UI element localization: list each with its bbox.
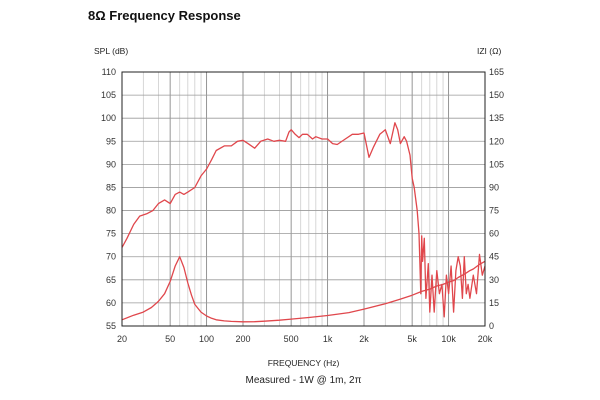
y2-tick-label: 60 (489, 229, 499, 239)
y-tick-label: 110 (102, 67, 116, 77)
y2-tick-label: 0 (489, 321, 494, 331)
x-axis: 20 50 100 200 500 1k 2k 5k 10k 20k (117, 334, 493, 344)
y2-tick-label: 75 (489, 206, 499, 216)
x-tick-label: 1k (323, 334, 333, 344)
y-tick-label: 100 (101, 113, 116, 123)
x-tick-label: 5k (407, 334, 417, 344)
y2-tick-label: 90 (489, 182, 499, 192)
y2-tick-label: 105 (489, 159, 504, 169)
x-tick-label: 100 (199, 334, 214, 344)
impedance-curve (121, 256, 486, 323)
x-tick-label: 20k (478, 334, 493, 344)
measurement-note: Measured - 1W @ 1m, 2π (246, 375, 362, 386)
y2-tick-label: 135 (489, 113, 504, 123)
y2-axis-label: IZI (Ω) (477, 46, 501, 56)
x-tick-label: 10k (441, 334, 456, 344)
traces (121, 122, 486, 323)
y-tick-label: 95 (106, 136, 116, 146)
y-tick-label: 65 (106, 275, 116, 285)
y-tick-label: 80 (106, 206, 116, 216)
y-tick-label: 75 (106, 229, 116, 239)
x-tick-label: 20 (117, 334, 127, 344)
y2-tick-label: 45 (489, 252, 499, 262)
left-axis: 110 105 100 95 90 85 80 75 70 65 60 55 (101, 67, 116, 331)
y2-tick-label: 165 (489, 67, 504, 77)
y2-tick-label: 30 (489, 275, 499, 285)
y-axis-label: SPL (dB) (94, 46, 128, 56)
y-tick-label: 85 (106, 182, 116, 192)
grid (121, 71, 486, 327)
y-tick-label: 55 (106, 321, 116, 331)
plot-frame (121, 71, 486, 327)
spl-curve (121, 122, 486, 318)
y-tick-label: 90 (106, 159, 116, 169)
y-tick-label: 60 (106, 298, 116, 308)
x-tick-label: 500 (284, 334, 299, 344)
y2-tick-label: 15 (489, 298, 499, 308)
x-axis-label: FREQUENCY (Hz) (268, 358, 340, 368)
x-tick-label: 50 (165, 334, 175, 344)
x-tick-label: 2k (359, 334, 369, 344)
x-tick-label: 200 (235, 334, 250, 344)
y-tick-label: 105 (101, 90, 116, 100)
y2-tick-label: 120 (489, 136, 504, 146)
chart-title: 8Ω Frequency Response (88, 8, 241, 23)
y2-tick-label: 150 (489, 90, 504, 100)
y-tick-label: 70 (106, 252, 116, 262)
